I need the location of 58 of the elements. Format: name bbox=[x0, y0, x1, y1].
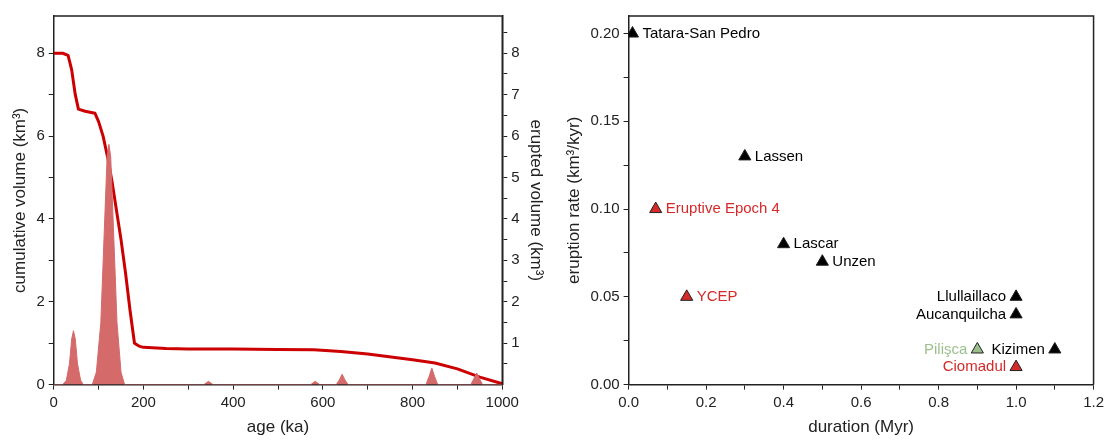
x-tick-label: 600 bbox=[310, 392, 336, 410]
y2-axis-title: erupted volume (km³) bbox=[527, 119, 547, 282]
x-tick-label: 800 bbox=[400, 392, 426, 410]
x-tick-label: 400 bbox=[220, 392, 246, 410]
y-tick-label: 0.10 bbox=[590, 199, 620, 217]
point bbox=[628, 26, 640, 38]
series-label: YCEP bbox=[696, 286, 738, 304]
y2-tick-label: 2 bbox=[511, 291, 520, 309]
x-tick-label: 1.2 bbox=[1083, 392, 1104, 410]
x-tick-label: 1.0 bbox=[1005, 392, 1027, 410]
y-tick-label: 0.15 bbox=[590, 111, 620, 129]
y2-tick-label: 4 bbox=[511, 209, 520, 227]
x-axis-title: duration (Myr) bbox=[808, 417, 914, 437]
series-label: Unzen bbox=[832, 251, 876, 269]
series-label: Kizimen bbox=[991, 339, 1045, 357]
y-tick-label: 0 bbox=[36, 374, 45, 392]
y-tick-label: 0.05 bbox=[590, 286, 620, 304]
y2-tick-label: 7 bbox=[511, 84, 520, 102]
x-tick-label: 0.4 bbox=[773, 392, 795, 410]
y2-tick-label: 3 bbox=[511, 250, 520, 268]
x-tick-label: 0.2 bbox=[695, 392, 717, 410]
series-label: Lassen bbox=[754, 146, 804, 164]
point bbox=[649, 201, 663, 214]
point bbox=[1009, 359, 1023, 372]
x-axis-title: age (ka) bbox=[246, 417, 310, 437]
point bbox=[1009, 306, 1023, 319]
point bbox=[738, 148, 752, 161]
y-tick-label: 4 bbox=[36, 209, 45, 227]
point bbox=[1009, 289, 1023, 301]
y-tick-label: 0.00 bbox=[590, 374, 620, 392]
series-label: Eruptive Epoch 4 bbox=[665, 199, 780, 217]
x-tick-label: 0 bbox=[49, 392, 58, 410]
y-axis-title: eruption rate (km³/kyr) bbox=[563, 116, 583, 284]
x-tick-label: 0.8 bbox=[928, 392, 950, 410]
y-tick-label: 6 bbox=[36, 126, 45, 144]
y2-tick-label: 8 bbox=[511, 43, 520, 61]
y2-tick-label: 6 bbox=[511, 126, 520, 144]
series-label: Ciomadul bbox=[942, 357, 1007, 375]
x-tick-label: 1000 bbox=[485, 392, 519, 410]
point bbox=[680, 289, 694, 301]
y-tick-label: 8 bbox=[36, 43, 45, 61]
series-label: Pilişca bbox=[923, 339, 968, 357]
y2-tick-label: 5 bbox=[511, 167, 520, 185]
x-tick-label: 0.6 bbox=[850, 392, 872, 410]
series-label: Aucanquilcha bbox=[916, 304, 1007, 322]
point bbox=[1048, 342, 1062, 354]
series-label: Tatara-San Pedro bbox=[642, 23, 761, 41]
point bbox=[970, 342, 984, 354]
x-tick-label: 0.0 bbox=[618, 392, 640, 410]
series-label: Lascar bbox=[793, 234, 839, 252]
series-label: Llullaillaco bbox=[936, 286, 1007, 304]
y-tick-label: 2 bbox=[36, 291, 45, 309]
x-tick-label: 200 bbox=[130, 392, 156, 410]
y2-tick-label: 1 bbox=[511, 333, 520, 351]
y-axis-title: cumulative volume (km³) bbox=[9, 107, 29, 293]
point bbox=[815, 254, 829, 266]
point bbox=[777, 236, 791, 249]
y-tick-label: 0.20 bbox=[590, 23, 620, 41]
